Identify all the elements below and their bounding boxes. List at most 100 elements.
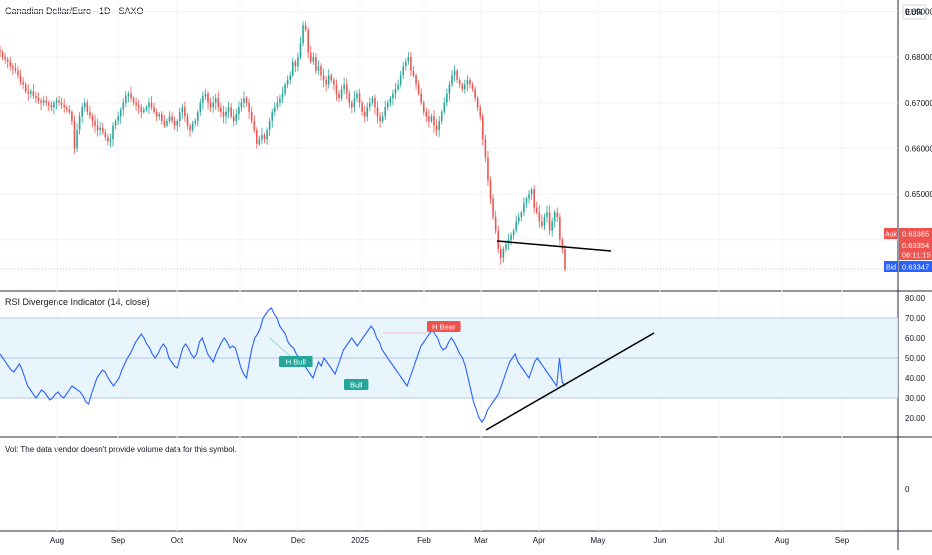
candle-body: [58, 100, 60, 103]
candle-body: [107, 137, 109, 142]
candle-body: [19, 75, 22, 83]
candle-body: [479, 107, 482, 117]
candle-body: [505, 244, 507, 249]
candle-body: [533, 189, 535, 208]
h-bear-label: H Bear: [432, 322, 456, 331]
candle-body: [348, 93, 351, 103]
candle-body: [353, 98, 356, 108]
candle-body: [250, 111, 253, 122]
candle-body: [466, 79, 469, 85]
candle-body: [24, 84, 27, 92]
candle-body: [214, 98, 217, 103]
candle-body: [104, 132, 107, 138]
candle-body: [35, 95, 37, 99]
h-bull-connector: [269, 337, 291, 357]
candle-body: [502, 248, 505, 259]
rsi-panel-title: RSI Divergence Indicator (14, close): [5, 297, 150, 307]
candle-body: [556, 212, 559, 217]
candle-body: [523, 203, 525, 213]
candle-body: [245, 98, 248, 103]
candle-body: [240, 102, 243, 108]
countdown-value: 06:11:15: [902, 251, 931, 260]
candle-body: [499, 248, 502, 259]
candle-body: [363, 111, 366, 117]
candle-body: [543, 216, 546, 227]
candle-body: [422, 102, 425, 112]
volume-axis-tick: 0: [905, 485, 910, 494]
candle-body: [381, 116, 384, 122]
candle-body: [351, 102, 353, 108]
price-axis[interactable]: 0.690000.680000.670000.660000.650000.640…: [905, 7, 932, 244]
volume-note: Vol: The data vendor doesn't provide vol…: [5, 445, 237, 454]
time-axis[interactable]: Aug Sep Oct Nov Dec 2025 Feb Mar Apr May Jun Jul Aug…: [50, 536, 850, 545]
candle-body: [176, 121, 179, 126]
candle-body: [335, 84, 338, 94]
candle-body: [309, 52, 312, 62]
candle-body: [379, 116, 381, 122]
candle-body: [258, 139, 261, 144]
time-tick-label: Jul: [714, 536, 724, 545]
candle-body: [181, 107, 184, 112]
candlestick-series: [0, 21, 898, 272]
candle-body: [428, 116, 430, 122]
candle-body: [168, 116, 171, 122]
candle-body: [263, 134, 266, 140]
candle-body: [137, 105, 140, 108]
candle-body: [517, 216, 520, 222]
bid-tag: Bid 0.63347: [884, 261, 932, 272]
candle-body: [184, 107, 186, 117]
candle-body: [143, 109, 145, 112]
candle-body: [333, 79, 335, 85]
candle-body: [256, 130, 258, 144]
candle-body: [392, 93, 394, 99]
candle-body: [417, 84, 420, 94]
trendlines[interactable]: [485, 240, 655, 431]
candle-body: [225, 111, 227, 117]
candle-body: [469, 79, 471, 85]
bid-tag-value: 0.63347: [902, 263, 929, 272]
candle-body: [153, 107, 155, 112]
candle-body: [512, 230, 515, 236]
candle-body: [230, 107, 232, 117]
h-bull-label: H Bull: [286, 357, 306, 366]
candle-body: [453, 70, 456, 76]
candle-body: [261, 134, 263, 140]
candle-body: [525, 198, 528, 204]
candle-body: [248, 102, 250, 112]
rsi-axis[interactable]: 80.00 70.00 60.00 50.00 40.00 30.00 20.00: [905, 294, 926, 423]
candle-body: [0, 50, 1, 53]
price-tick-label: 0.67000: [905, 99, 932, 108]
candle-body: [71, 111, 73, 122]
currency-label[interactable]: EUR: [906, 8, 923, 17]
candle-body: [63, 105, 66, 108]
candle-body: [315, 57, 317, 71]
candle-body: [199, 102, 202, 112]
candle-body: [22, 82, 24, 85]
h-bull-label-bg: [279, 356, 313, 367]
candle-body: [125, 95, 127, 103]
candle-body: [238, 107, 240, 115]
candle-body: [166, 121, 168, 126]
time-tick-label: Oct: [171, 536, 184, 545]
candle-body: [482, 116, 484, 140]
candle-body: [399, 75, 402, 85]
candle-body: [148, 102, 150, 108]
candle-body: [50, 105, 53, 108]
candle-body: [47, 102, 50, 106]
candle-body: [86, 102, 89, 112]
candle-body: [202, 95, 204, 103]
candle-body: [291, 61, 294, 76]
candle-body: [553, 212, 556, 222]
candle-body: [112, 125, 114, 140]
candle-body: [12, 66, 14, 69]
candle-body: [492, 198, 494, 217]
candle-body: [356, 93, 358, 99]
candle-body: [65, 107, 68, 110]
candle-body: [510, 235, 512, 240]
candle-body: [374, 98, 376, 108]
candle-body: [394, 89, 397, 94]
candle-body: [304, 25, 307, 30]
candle-body: [4, 57, 6, 60]
